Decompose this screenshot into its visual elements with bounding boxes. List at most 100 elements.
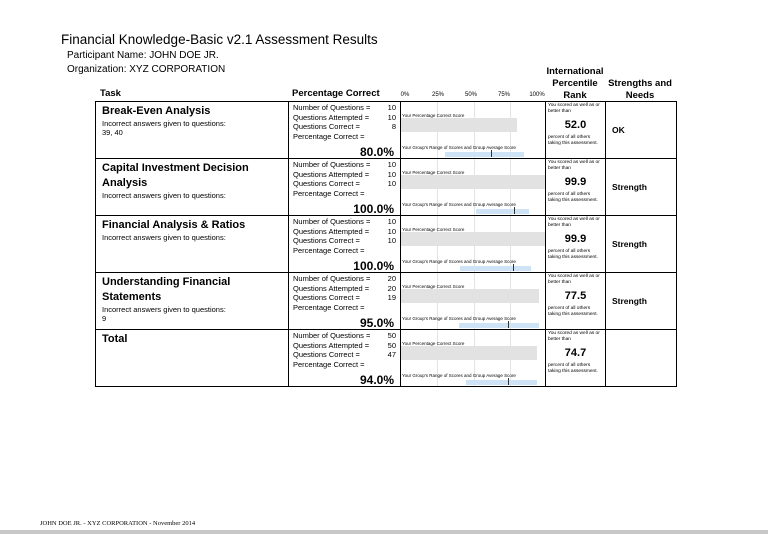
rank-cell: You scored as well as or better than 99.9… xyxy=(545,158,606,216)
group-label: Your Group's Range of Scores and Group A… xyxy=(402,316,516,321)
rank-pre: You scored as well as or better than xyxy=(548,331,600,342)
score-chart: Your Percentage Correct Score Your Group… xyxy=(400,329,546,387)
att-label: Questions Attempted = xyxy=(293,169,370,179)
cor-label: Questions Correct = xyxy=(293,122,360,131)
num-label: Number of Questions = xyxy=(293,217,371,226)
group-range-bar xyxy=(459,323,539,328)
stats-cell: Number of Questions = 20 Questions Attemp… xyxy=(288,272,401,330)
score-bar xyxy=(401,118,517,132)
strength-cell xyxy=(605,329,677,387)
rank-cell: You scored as well as or better than 52.0… xyxy=(545,101,606,159)
table-row: Total Number of Questions = 50 Questions … xyxy=(95,329,677,387)
score-label: Your Percentage Correct Score xyxy=(402,227,465,232)
rank-header: International Percentile Rank xyxy=(546,66,604,101)
group-average-marker xyxy=(514,207,516,214)
strength-cell: OK xyxy=(605,101,677,159)
rank-cell: You scored as well as or better than 74.7… xyxy=(545,329,606,387)
group-label: Your Group's Range of Scores and Group A… xyxy=(402,259,516,264)
num-questions: 50 xyxy=(387,331,396,340)
report-title: Financial Knowledge-Basic v2.1 Assessmen… xyxy=(61,32,378,47)
incorrect-label: Incorrect answers given to questions: xyxy=(102,233,226,242)
group-range-bar xyxy=(444,152,525,157)
table-row: Capital Investment Decision Analysis Inco… xyxy=(95,158,677,216)
group-label: Your Group's Range of Scores and Group A… xyxy=(402,373,516,378)
questions-attempted: 10 xyxy=(387,169,396,179)
stats-cell: Number of Questions = 10 Questions Attemp… xyxy=(288,158,401,216)
score-bar xyxy=(401,232,545,246)
pct-label: Percentage Correct = xyxy=(293,188,365,198)
score-label: Your Percentage Correct Score xyxy=(402,284,465,289)
att-label: Questions Attempted = xyxy=(293,283,370,293)
group-average-marker xyxy=(512,264,514,271)
group-range-bar xyxy=(460,266,532,271)
cor-label: Questions Correct = xyxy=(293,236,360,245)
percentile-rank: 77.5 xyxy=(564,290,587,302)
pct-label: Percentage Correct = xyxy=(293,131,365,141)
score-label: Your Percentage Correct Score xyxy=(402,170,465,175)
att-label: Questions Attempted = xyxy=(293,226,370,236)
table-row: Financial Analysis & Ratios Incorrect ans… xyxy=(95,215,677,273)
task-cell: Capital Investment Decision Analysis Inco… xyxy=(95,158,289,216)
group-range-bar xyxy=(476,209,529,214)
rank-cell: You scored as well as or better than 99.9… xyxy=(545,215,606,273)
task-name: Total xyxy=(102,333,128,345)
axis-tick: 100% xyxy=(529,92,545,98)
participant-name: Participant Name: JOHN DOE JR. xyxy=(67,50,219,61)
pct-label: Percentage Correct = xyxy=(293,245,365,255)
questions-correct: 10 xyxy=(387,236,396,245)
score-chart: Your Percentage Correct Score Your Group… xyxy=(400,158,546,216)
percentile-rank: 52.0 xyxy=(564,119,587,131)
questions-attempted: 10 xyxy=(387,226,396,236)
percentage-correct: 100.0% xyxy=(353,258,394,273)
rank-pre: You scored as well as or better than xyxy=(548,160,600,171)
score-bar xyxy=(401,175,545,189)
group-average-marker xyxy=(508,378,510,385)
pct-label: Percentage Correct = xyxy=(293,359,365,369)
group-label: Your Group's Range of Scores and Group A… xyxy=(402,202,516,207)
task-cell: Financial Analysis & Ratios Incorrect ans… xyxy=(95,215,289,273)
group-label: Your Group's Range of Scores and Group A… xyxy=(402,145,516,150)
cor-label: Questions Correct = xyxy=(293,179,360,188)
pct-label: Percentage Correct = xyxy=(293,302,365,312)
group-range-bar xyxy=(466,380,538,385)
num-questions: 20 xyxy=(387,274,396,283)
cor-label: Questions Correct = xyxy=(293,350,360,359)
incorrect-label: Incorrect answers given to questions: xyxy=(102,305,226,314)
incorrect-label: Incorrect answers given to questions: xyxy=(102,119,226,128)
num-label: Number of Questions = xyxy=(293,160,371,169)
task-header: Task xyxy=(100,88,121,99)
table-row: Break-Even Analysis Incorrect answers giv… xyxy=(95,101,677,159)
percentage-header: Percentage Correct xyxy=(292,88,380,99)
rank-post: percent of all others taking this assess… xyxy=(548,135,598,146)
stats-cell: Number of Questions = 50 Questions Attemp… xyxy=(288,329,401,387)
axis-tick: 75% xyxy=(497,92,511,98)
group-average-marker xyxy=(508,321,510,328)
score-bar xyxy=(401,346,538,360)
percentile-rank: 99.9 xyxy=(564,176,587,188)
task-cell: Break-Even Analysis Incorrect answers giv… xyxy=(95,101,289,159)
task-name: Understanding Financial Statements xyxy=(102,276,231,303)
score-chart: Your Percentage Correct Score Your Group… xyxy=(400,272,546,330)
att-label: Questions Attempted = xyxy=(293,340,370,350)
results-table: Break-Even Analysis Incorrect answers giv… xyxy=(95,101,677,387)
axis-tick: 25% xyxy=(431,92,445,98)
num-label: Number of Questions = xyxy=(293,274,371,283)
questions-attempted: 20 xyxy=(387,283,396,293)
rank-post: percent of all others taking this assess… xyxy=(548,249,598,260)
score-label: Your Percentage Correct Score xyxy=(402,113,465,118)
stats-cell: Number of Questions = 10 Questions Attemp… xyxy=(288,215,401,273)
task-name: Financial Analysis & Ratios xyxy=(102,219,246,231)
rank-post: percent of all others taking this assess… xyxy=(548,306,598,317)
questions-attempted: 50 xyxy=(387,340,396,350)
rank-post: percent of all others taking this assess… xyxy=(548,192,598,203)
num-questions: 10 xyxy=(387,103,396,112)
organization-name: Organization: XYZ CORPORATION xyxy=(67,64,226,75)
percentage-correct: 95.0% xyxy=(359,315,394,330)
task-name: Break-Even Analysis xyxy=(102,105,211,117)
num-label: Number of Questions = xyxy=(293,103,371,112)
questions-correct: 19 xyxy=(387,293,396,302)
percentage-correct: 100.0% xyxy=(353,201,394,216)
percentage-correct: 94.0% xyxy=(359,372,394,387)
incorrect-questions: 39, 40 xyxy=(102,128,123,137)
